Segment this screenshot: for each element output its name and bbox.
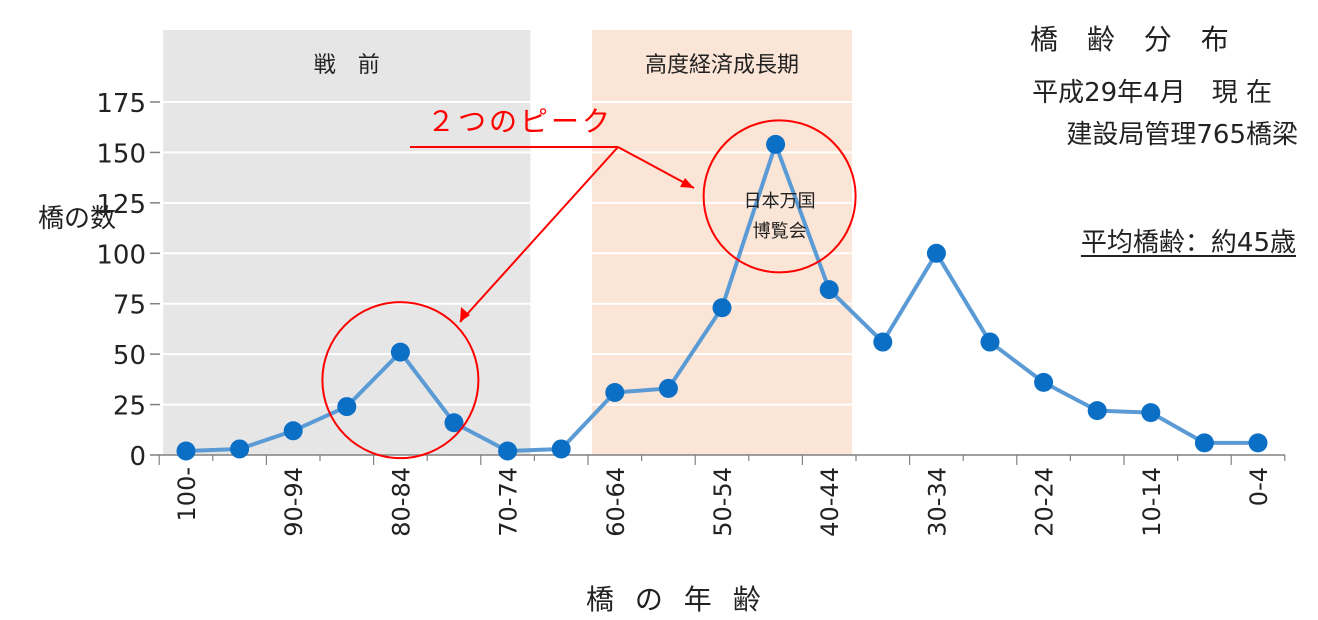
y-tick-labels: 0 25 50 75 100 125 150 175	[96, 89, 146, 472]
arrowhead-prewar	[460, 307, 470, 322]
x-tick-label: 70-74	[495, 467, 523, 537]
band-label-1: 高度経済成長期	[645, 53, 799, 78]
y-tick-label: 0	[129, 442, 146, 472]
data-point	[1248, 433, 1268, 453]
period-bands: 戦 前 高度経済成長期	[163, 30, 852, 455]
data-point	[1034, 372, 1054, 392]
data-point	[1141, 403, 1161, 423]
band-label-0: 戦 前	[314, 53, 380, 78]
x-tick-label: 90-94	[280, 467, 308, 537]
chart-subtitle-scope: 建設局管理765橋梁	[1066, 120, 1298, 150]
data-point	[712, 298, 732, 318]
expo-annotation-line: 博覧会	[753, 221, 807, 242]
arrow-to-expo-peak	[617, 146, 695, 189]
expo-annotation-line: 日本万国	[744, 191, 816, 212]
data-point	[980, 332, 1000, 352]
y-tick-label: 175	[96, 89, 146, 119]
axes	[150, 101, 1286, 465]
data-point	[283, 421, 303, 441]
y-tick-label: 75	[113, 291, 146, 321]
data-point	[873, 332, 893, 352]
data-point	[819, 280, 839, 300]
y-axis-label: 橋の数	[38, 204, 117, 234]
x-tick-label: 40-44	[816, 467, 844, 537]
peak-circle-expo	[702, 119, 857, 274]
data-point	[390, 342, 410, 362]
average-age-note: 平均橋齢：約45歳	[1080, 228, 1296, 258]
x-tick-labels: 100- 90-94 80-84 70-74 60-64 50-54 40-44 30-34 2…	[173, 467, 1273, 537]
y-tick-label: 125	[96, 190, 146, 220]
x-tick-label: 50-54	[709, 467, 737, 537]
x-axis-label: 橋 の 年 齢	[586, 583, 767, 616]
arrowhead-expo	[680, 178, 694, 188]
data-point	[176, 441, 196, 461]
data-point	[605, 382, 625, 402]
x-tick-label: 30-34	[923, 467, 951, 537]
x-tick-label: 60-64	[602, 467, 630, 537]
x-tick-label: 100-	[173, 467, 201, 521]
y-tick-label: 25	[113, 392, 146, 422]
data-point	[766, 134, 786, 154]
x-tick-label: 10-14	[1138, 467, 1166, 537]
band-1	[592, 30, 852, 455]
data-point	[444, 413, 464, 433]
y-tick-label: 150	[96, 139, 146, 169]
data-point	[230, 439, 250, 459]
x-tick-label: 80-84	[387, 467, 415, 537]
data-point	[658, 378, 678, 398]
x-tick-label: 20-24	[1031, 467, 1059, 537]
chart-subtitle-date: 平成29年4月 現 在	[1032, 78, 1272, 108]
y-tick-label: 50	[113, 341, 146, 371]
arrow-to-prewar-peak	[459, 146, 619, 323]
data-point	[1087, 401, 1107, 421]
data-point	[1194, 433, 1214, 453]
x-tick-label: 0-4	[1245, 467, 1273, 506]
data-point	[498, 441, 518, 461]
y-tick-label: 100	[96, 240, 146, 270]
data-point	[926, 243, 946, 263]
peak-circle-prewar	[321, 301, 480, 460]
data-point	[551, 439, 571, 459]
data-point	[337, 397, 357, 417]
chart-title: 橋 齢 分 布	[1030, 23, 1239, 56]
peaks-annotation-label: ２つのピーク	[427, 105, 613, 138]
band-0	[163, 30, 531, 455]
data-series	[176, 134, 1268, 461]
